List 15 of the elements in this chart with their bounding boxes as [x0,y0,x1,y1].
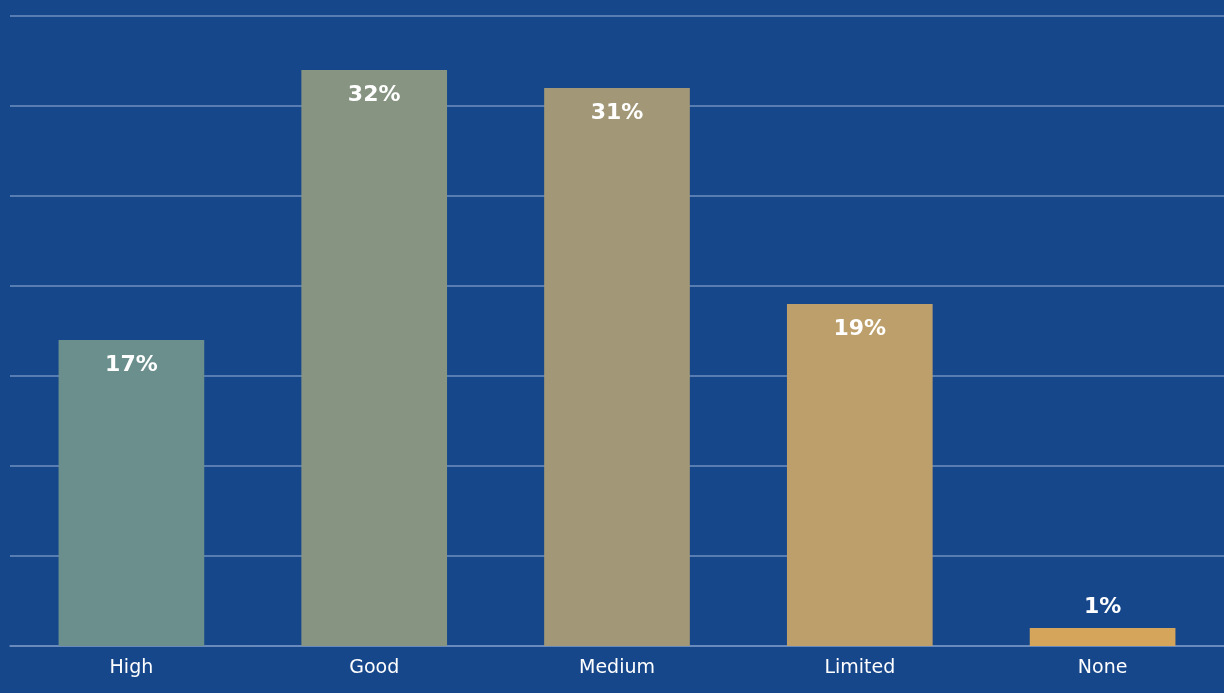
data-label: 17% [105,350,158,376]
x-tick-label: High [109,654,154,677]
data-label: 32% [347,80,401,106]
bar [786,304,933,646]
data-label: 31% [590,98,644,124]
x-tick-label: Good [349,654,400,677]
bar [301,70,448,646]
bar [544,88,690,646]
data-label: 19% [833,314,887,340]
bar [1029,628,1176,646]
x-tick-label: None [1077,654,1128,677]
data-label: 1% [1083,592,1122,618]
bar [58,340,205,646]
x-tick-label: Limited [824,654,896,677]
x-tick-label: Medium [579,654,655,677]
